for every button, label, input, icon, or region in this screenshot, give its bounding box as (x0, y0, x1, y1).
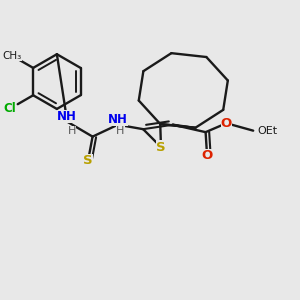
Text: O: O (202, 149, 213, 162)
Text: S: S (83, 154, 93, 167)
Text: Cl: Cl (3, 103, 16, 116)
Text: CH₃: CH₃ (2, 51, 21, 61)
Text: H: H (68, 126, 76, 136)
Text: O: O (221, 117, 232, 130)
Text: S: S (156, 140, 166, 154)
Text: OEt: OEt (258, 126, 278, 136)
Text: NH: NH (108, 113, 128, 126)
Text: NH: NH (57, 110, 77, 123)
Text: H: H (116, 126, 124, 136)
